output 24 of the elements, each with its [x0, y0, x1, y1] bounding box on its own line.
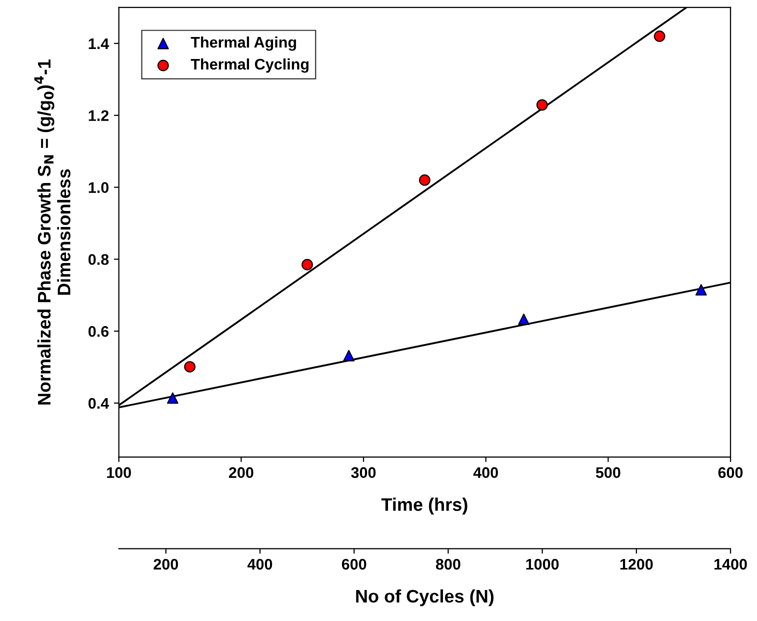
x2-tick-label: 400 — [247, 558, 272, 570]
legend-label: Thermal Aging — [190, 36, 296, 51]
x-axis-title: Time (hrs) — [381, 498, 468, 515]
y-tick-label: 1.4 — [88, 38, 110, 49]
x2-axis-title: No of Cycles (N) — [356, 589, 494, 606]
y-tick-label: 0.4 — [88, 398, 110, 409]
x-tick-label: 400 — [473, 467, 498, 478]
y-tick-label: 1.0 — [88, 182, 109, 193]
y-tick-label: 0.8 — [88, 254, 109, 265]
x2-tick-label: 200 — [154, 558, 178, 570]
x2-tick-label: 800 — [436, 558, 460, 570]
x-tick-label: 500 — [596, 467, 620, 478]
x-tick-label: 300 — [351, 467, 376, 478]
x-tick-label: 200 — [228, 467, 254, 478]
x2-tick-label: 600 — [342, 558, 366, 570]
x2-tick-label: 1200 — [620, 558, 653, 570]
y-tick-label: 0.6 — [88, 326, 109, 337]
text: Normalized Phase Growth S$_{N}$ = (g/g$_{0}$)$^{4}$-1 Dimensionless — [34, 59, 70, 404]
x2-tick-label: 1400 — [714, 558, 747, 570]
x2-tick-label: 1000 — [526, 558, 559, 570]
legend-label: Thermal Cycling — [190, 58, 308, 73]
x-tick-label: 600 — [718, 467, 743, 478]
x-tick-label: 100 — [107, 467, 131, 478]
y-tick-label: 1.2 — [88, 110, 109, 121]
